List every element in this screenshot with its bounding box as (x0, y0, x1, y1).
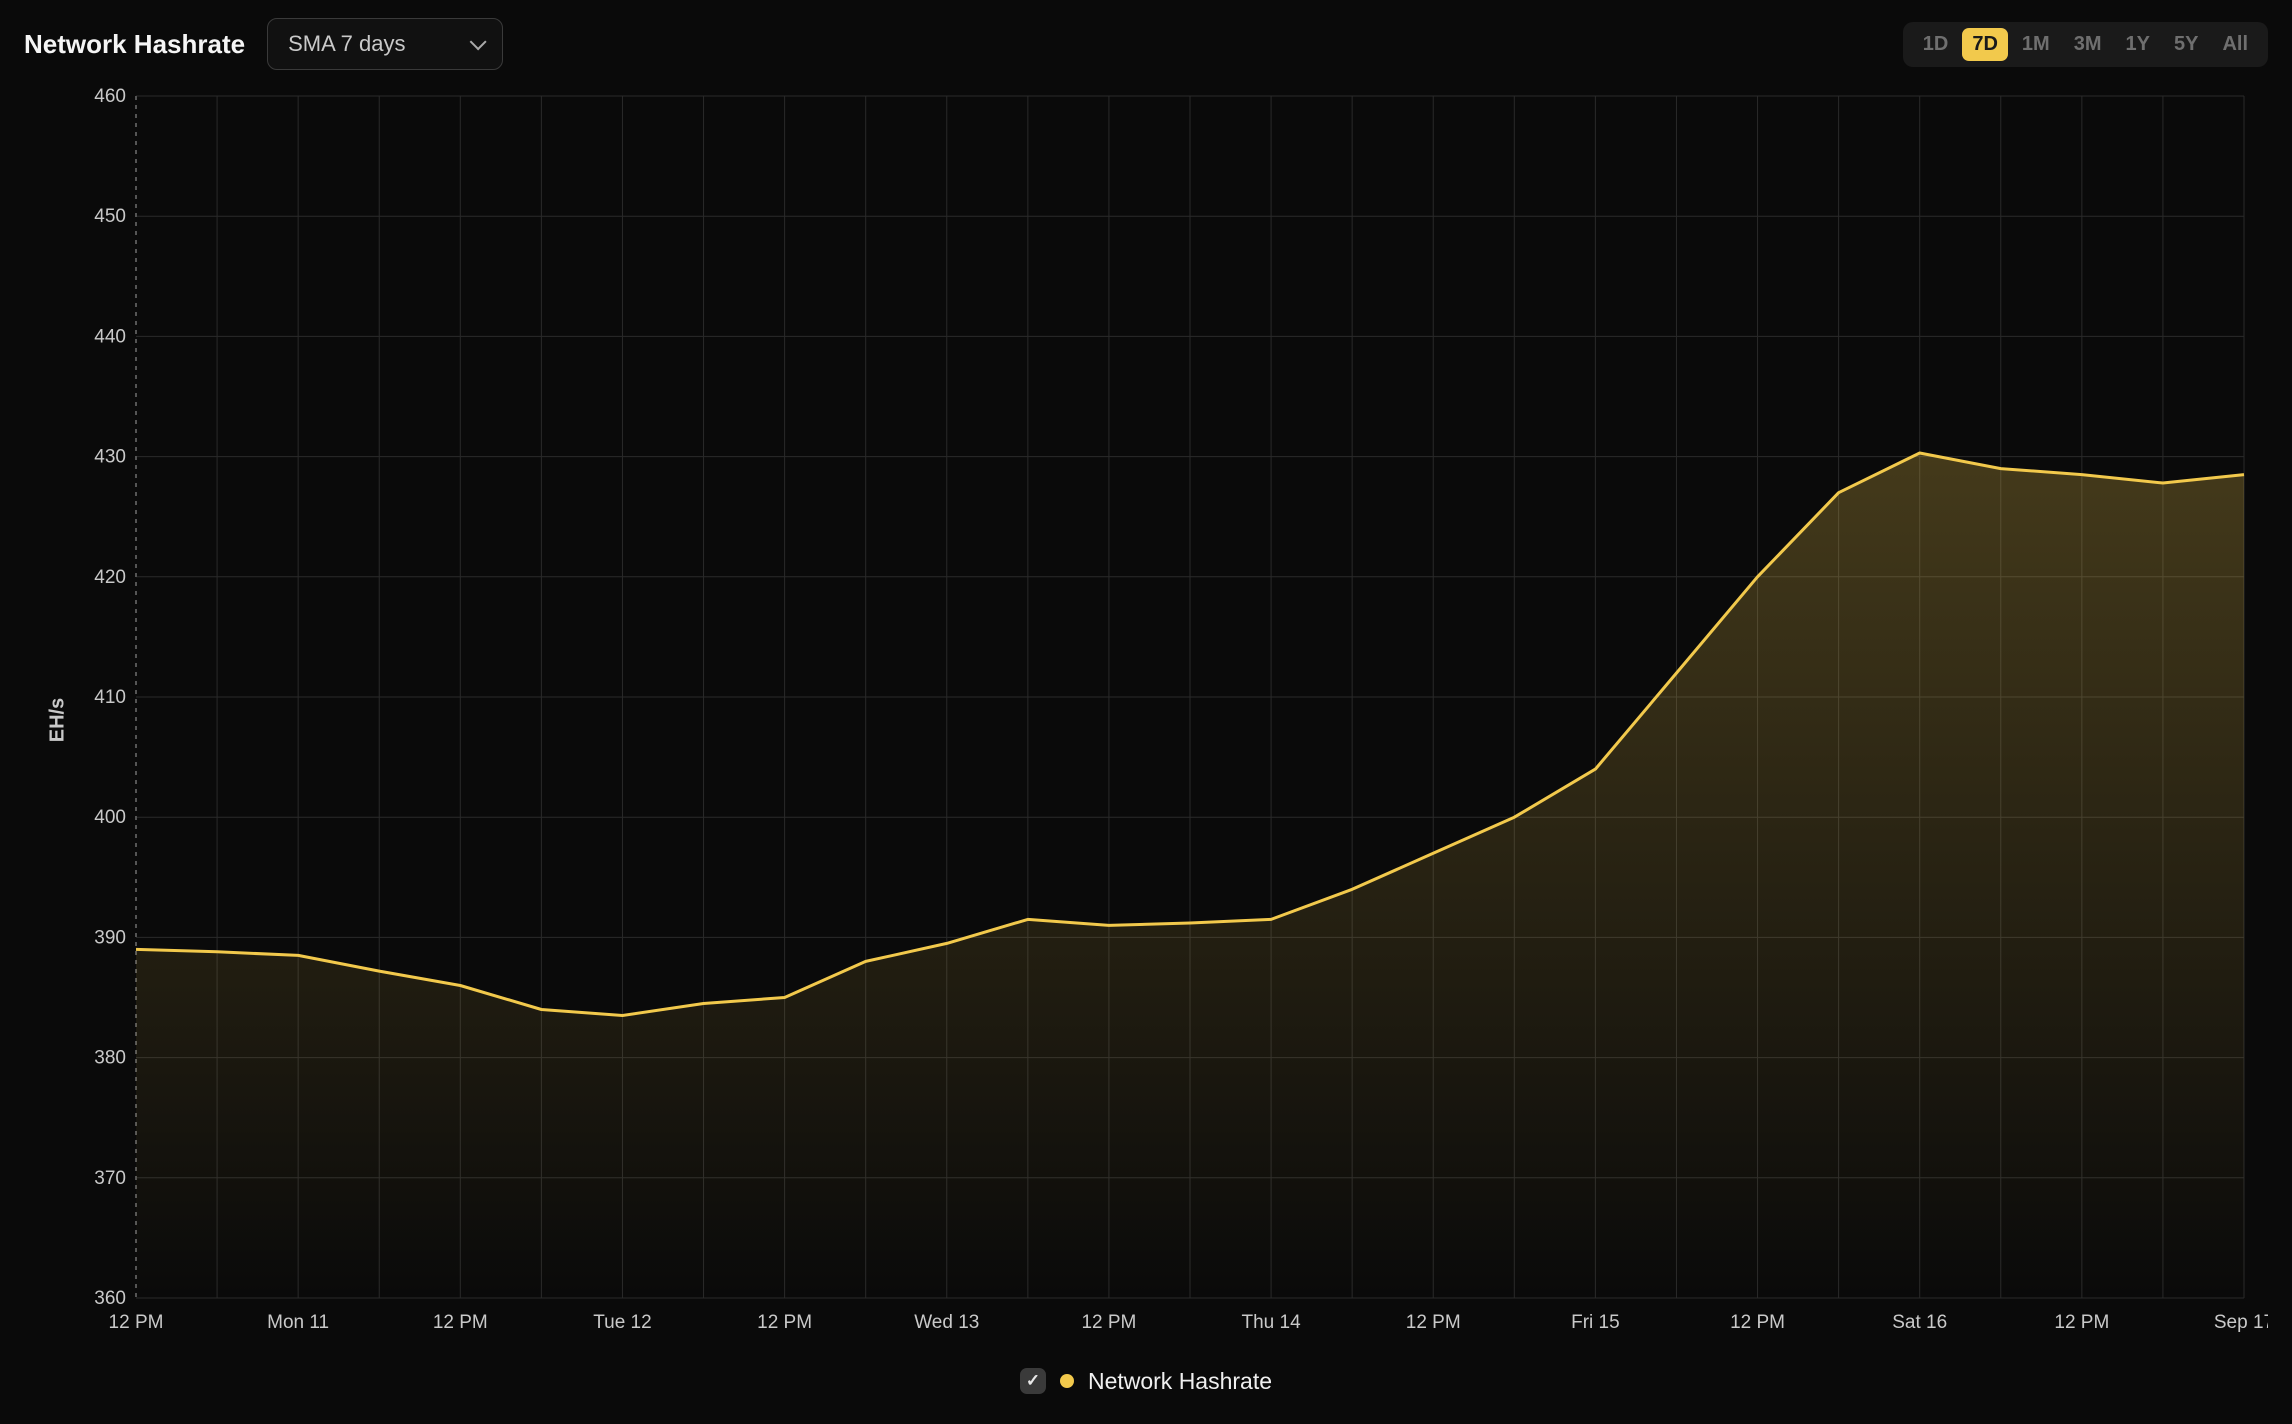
svg-text:410: 410 (94, 687, 126, 708)
svg-text:360: 360 (94, 1288, 126, 1309)
svg-text:370: 370 (94, 1168, 126, 1189)
range-btn-1m[interactable]: 1M (2012, 28, 2060, 61)
range-btn-5y[interactable]: 5Y (2164, 28, 2208, 61)
svg-text:380: 380 (94, 1048, 126, 1069)
legend-checkbox[interactable]: ✓ (1020, 1368, 1046, 1394)
svg-text:Tue 12: Tue 12 (593, 1312, 651, 1333)
range-btn-7d[interactable]: 7D (1962, 28, 2008, 61)
range-btn-3m[interactable]: 3M (2064, 28, 2112, 61)
svg-text:440: 440 (94, 326, 126, 347)
svg-text:12 PM: 12 PM (757, 1312, 812, 1333)
chart-legend: ✓ Network Hashrate (24, 1358, 2268, 1404)
chart-title: Network Hashrate (24, 29, 245, 60)
svg-text:Sat 16: Sat 16 (1892, 1312, 1947, 1333)
sma-dropdown[interactable]: SMA 7 days (267, 18, 503, 70)
svg-text:12 PM: 12 PM (433, 1312, 488, 1333)
svg-text:400: 400 (94, 807, 126, 828)
range-btn-all[interactable]: All (2212, 28, 2258, 61)
legend-color-dot (1060, 1374, 1074, 1388)
svg-text:Sep 17: Sep 17 (2214, 1312, 2268, 1333)
svg-text:12 PM: 12 PM (1081, 1312, 1136, 1333)
svg-text:430: 430 (94, 447, 126, 468)
chevron-down-icon (470, 33, 487, 50)
time-range-selector: 1D7D1M3M1Y5YAll (1903, 22, 2268, 67)
svg-text:12 PM: 12 PM (109, 1312, 164, 1333)
range-btn-1y[interactable]: 1Y (2116, 28, 2160, 61)
svg-text:390: 390 (94, 927, 126, 948)
svg-text:Wed 13: Wed 13 (914, 1312, 979, 1333)
range-btn-1d[interactable]: 1D (1913, 28, 1959, 61)
svg-text:12 PM: 12 PM (1730, 1312, 1785, 1333)
sma-dropdown-label: SMA 7 days (288, 31, 405, 57)
svg-text:450: 450 (94, 206, 126, 227)
chart-svg: 360 370 380 390 400 410 420 430 440 450 460 12 PM Mo… (24, 88, 2268, 1352)
svg-text:Mon 11: Mon 11 (267, 1312, 329, 1333)
chart-plot-area: EH/s 36037038039040041042043044045046012… (24, 88, 2268, 1352)
svg-text:460: 460 (94, 88, 126, 107)
chart-header: Network Hashrate SMA 7 days 1D7D1M3M1Y5Y… (24, 20, 2268, 68)
svg-text:420: 420 (94, 567, 126, 588)
svg-text:12 PM: 12 PM (2054, 1312, 2109, 1333)
legend-label: Network Hashrate (1088, 1368, 1272, 1395)
svg-text:12 PM: 12 PM (1406, 1312, 1461, 1333)
svg-text:Fri 15: Fri 15 (1571, 1312, 1620, 1333)
svg-text:Thu 14: Thu 14 (1241, 1312, 1301, 1333)
